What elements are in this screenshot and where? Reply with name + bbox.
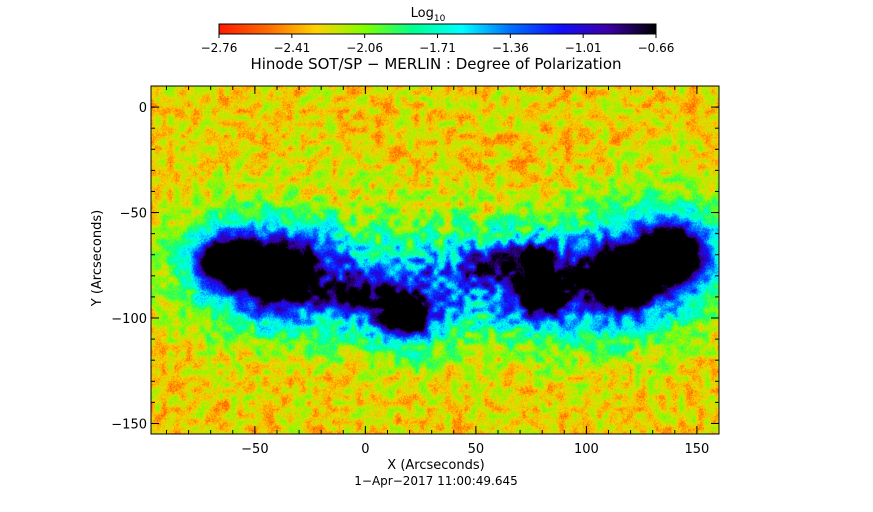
colorbar-tick-label: −1.01 bbox=[565, 41, 602, 55]
y-axis-ticks: 0 −50 −100 −150 bbox=[111, 85, 719, 432]
chart-title: Hinode SOT/SP − MERLIN : Degree of Polar… bbox=[250, 55, 621, 73]
colorbar-tick-label: −1.36 bbox=[492, 41, 529, 55]
colorbar bbox=[218, 23, 657, 35]
y-axis-label: Y (Arcseconds) bbox=[90, 210, 105, 307]
y-tick-label: −50 bbox=[120, 207, 147, 222]
heatmap-image bbox=[151, 86, 719, 434]
y-tick-label: 0 bbox=[139, 101, 147, 116]
x-axis-ticks: −50 0 50 100 150 bbox=[165, 86, 720, 457]
x-axis-label: X (Arcseconds) bbox=[387, 458, 484, 473]
x-tick-label: −50 bbox=[241, 442, 268, 457]
colorbar-tick-label: −2.76 bbox=[201, 41, 238, 55]
colorbar-tick-label: −1.71 bbox=[419, 41, 456, 55]
timestamp: 1−Apr−2017 11:00:49.645 bbox=[354, 474, 517, 488]
colorbar-ticks: −2.76 −2.41 −2.06 −1.71 −1.36 −1.01 −0.66 bbox=[201, 34, 675, 55]
colorbar-tick-label: −0.66 bbox=[638, 41, 675, 55]
y-tick-label: −100 bbox=[111, 312, 147, 327]
x-tick-label: 0 bbox=[361, 442, 369, 457]
x-tick-label: 100 bbox=[574, 442, 599, 457]
colorbar-label: Log10 bbox=[411, 6, 446, 24]
x-tick-label: 50 bbox=[468, 442, 485, 457]
colorbar-tick-label: −2.41 bbox=[273, 41, 310, 55]
plot-area bbox=[150, 85, 720, 435]
colorbar-tick-label: −2.06 bbox=[346, 41, 383, 55]
x-tick-label: 150 bbox=[684, 442, 709, 457]
y-tick-label: −150 bbox=[111, 417, 147, 432]
